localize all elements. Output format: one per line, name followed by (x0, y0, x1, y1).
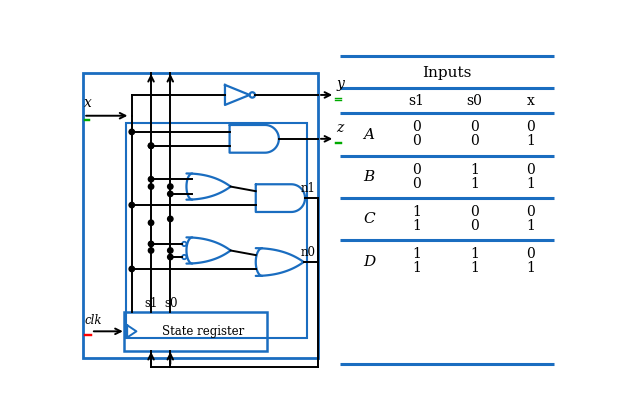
Text: n0: n0 (301, 246, 316, 259)
Text: 1: 1 (470, 177, 479, 191)
Circle shape (148, 143, 154, 148)
Text: 0: 0 (470, 219, 479, 233)
Text: C: C (363, 212, 375, 226)
Text: 0: 0 (526, 120, 535, 134)
Circle shape (148, 143, 154, 148)
Text: 0: 0 (412, 120, 421, 134)
Text: y: y (336, 77, 345, 91)
Circle shape (148, 184, 154, 189)
Text: 1: 1 (412, 219, 421, 233)
Text: 1: 1 (412, 205, 421, 219)
Circle shape (129, 202, 135, 208)
Text: 0: 0 (470, 205, 479, 219)
Text: s1: s1 (145, 297, 158, 310)
Bar (83, 72, 318, 357)
Text: D: D (363, 255, 375, 269)
Text: x: x (526, 94, 535, 108)
Text: 0: 0 (470, 134, 479, 148)
Text: 1: 1 (470, 163, 479, 177)
Text: 0: 0 (526, 248, 535, 261)
Text: clk: clk (84, 314, 102, 327)
Text: 0: 0 (526, 163, 535, 177)
Text: 1: 1 (412, 248, 421, 261)
Circle shape (168, 184, 173, 189)
Circle shape (168, 254, 173, 260)
Text: 1: 1 (470, 261, 479, 275)
Bar (124, 312, 267, 351)
Text: 0: 0 (412, 177, 421, 191)
Text: 0: 0 (470, 120, 479, 134)
Circle shape (168, 248, 173, 253)
Text: 0: 0 (412, 134, 421, 148)
Text: n1: n1 (301, 182, 316, 195)
Text: 1: 1 (526, 219, 535, 233)
Circle shape (129, 266, 135, 272)
Text: State register: State register (162, 325, 244, 338)
Text: 1: 1 (470, 248, 479, 261)
Text: 1: 1 (526, 261, 535, 275)
Circle shape (168, 191, 173, 197)
Text: 1: 1 (526, 134, 535, 148)
Circle shape (148, 248, 154, 253)
Text: B: B (363, 170, 374, 184)
Text: 0: 0 (526, 205, 535, 219)
Text: x: x (84, 96, 92, 110)
Circle shape (148, 241, 154, 247)
Text: 0: 0 (412, 163, 421, 177)
Text: s0: s0 (164, 297, 178, 310)
Text: s1: s1 (409, 94, 425, 108)
Circle shape (148, 176, 154, 182)
Circle shape (129, 129, 135, 134)
Text: 1: 1 (412, 261, 421, 275)
Text: A: A (363, 128, 374, 142)
Text: s0: s0 (467, 94, 482, 108)
Text: 1: 1 (526, 177, 535, 191)
Text: z: z (336, 121, 344, 135)
Text: Inputs: Inputs (422, 66, 472, 80)
Circle shape (148, 220, 154, 225)
Bar (126, 123, 307, 338)
Circle shape (168, 216, 173, 222)
